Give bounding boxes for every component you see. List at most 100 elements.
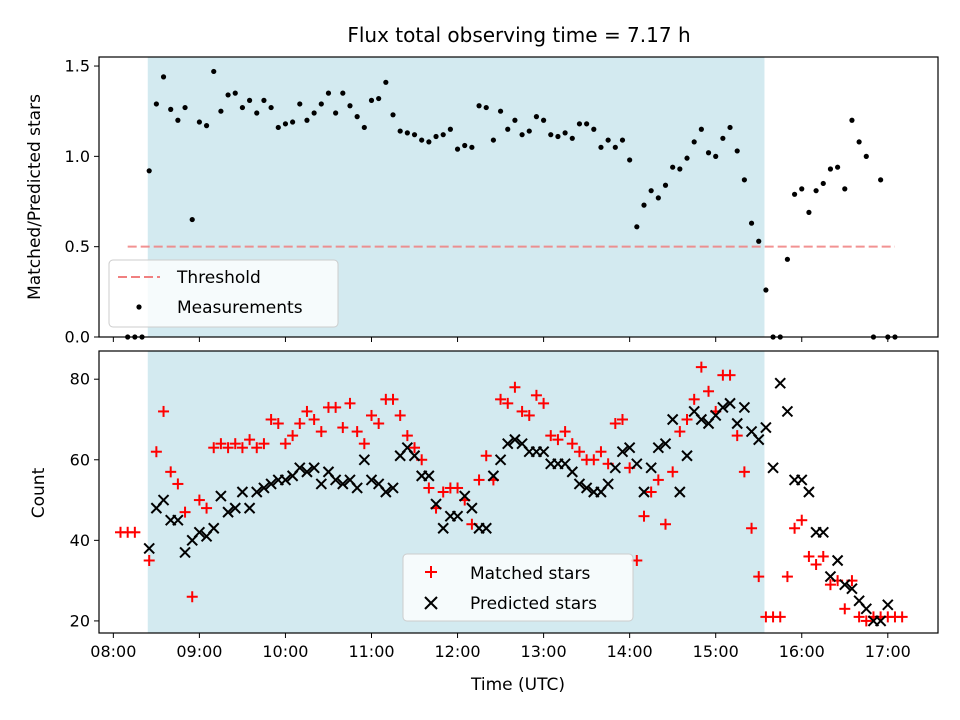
measurement-point [383, 79, 389, 85]
x-tick-label: 14:00 [607, 642, 653, 661]
matched-stars-point [774, 611, 786, 623]
matched-stars-point [150, 446, 162, 458]
matched-stars-point [186, 591, 198, 603]
matched-stars-point [158, 405, 170, 417]
measurement-point [670, 164, 676, 170]
matched-stars-point [523, 409, 535, 421]
measurement-point [813, 188, 819, 194]
measurement-point [512, 117, 518, 123]
predicted-stars-point [308, 462, 320, 474]
predicted-stars-point [796, 474, 808, 486]
matched-stars-point [559, 426, 571, 438]
measurement-point [741, 177, 747, 183]
measurement-point [763, 287, 769, 293]
matched-stars-point [208, 442, 220, 454]
predicted-stars-point [480, 522, 492, 534]
ratio-y-tick-label: 1.0 [65, 147, 90, 166]
predicted-stars-point [351, 482, 363, 494]
measurement-point [325, 90, 332, 96]
chart-title: Flux total observing time = 7.17 h [347, 23, 690, 47]
measurement-point [863, 153, 869, 159]
matched-stars-point [287, 430, 299, 442]
matched-stars-point [545, 430, 557, 442]
count-y-axis-label: Count [29, 467, 49, 518]
predicted-stars-point [631, 458, 643, 470]
measurement-point [318, 101, 324, 107]
predicted-stars-point [817, 526, 829, 538]
ratio-y-tick-label: 0.0 [65, 328, 90, 347]
measurement-point [419, 137, 425, 143]
predicted-stars-point [358, 454, 371, 466]
predicted-stars-point [229, 502, 241, 514]
predicted-stars-point [157, 494, 170, 506]
ratio-y-axis-label: Matched/Predicted stars [25, 94, 45, 300]
matched-stars-point [344, 397, 356, 409]
ratio-panel: 0.0 0.5 1.0 1.5 Matched/Predicted stars Thr… [25, 56, 939, 347]
x-tick-label: 08:00 [90, 642, 136, 661]
count-legend-box [402, 553, 634, 622]
matched-stars-point [839, 603, 851, 615]
measurement-point [705, 150, 712, 156]
measurement-point [354, 114, 360, 120]
measurement-point [584, 121, 590, 127]
measurement-point [677, 166, 683, 172]
count-panel-frame [98, 350, 939, 634]
matched-stars-point [573, 446, 585, 458]
measurement-point [347, 103, 353, 109]
measurement-point [196, 119, 202, 125]
predicted-stars-point [215, 490, 227, 502]
matched-stars-point [215, 438, 227, 450]
predicted-stars-point [143, 542, 155, 555]
matched-stars-point [695, 361, 707, 373]
matched-stars-point [452, 482, 464, 494]
measurement-point [698, 126, 704, 132]
predicted-stars-point [602, 478, 614, 490]
measurement-point [569, 135, 575, 141]
measurement-point [189, 216, 195, 223]
predicted-stars-point [172, 514, 184, 526]
predicted-stars-point [265, 478, 277, 490]
predicted-stars-point [329, 474, 342, 486]
measurement-point [440, 132, 446, 138]
predicted-stars-point [724, 397, 736, 410]
matched-stars-point [681, 413, 693, 425]
x-tick-label: 17:00 [865, 642, 911, 661]
matched-stars-point [473, 474, 485, 486]
predicted-stars-point [279, 474, 292, 486]
measurement-point [627, 157, 633, 163]
measurement-point [290, 119, 296, 125]
measurement-point [591, 126, 597, 132]
predicted-stars-point [874, 615, 887, 627]
measurement-point [505, 126, 511, 132]
predicted-stars-point [459, 490, 471, 502]
measurement-point [684, 155, 690, 161]
matched-stars-point [244, 434, 256, 446]
matched-stars-point [409, 442, 421, 454]
predicted-legend-marker [424, 596, 438, 610]
matched-stars-point [394, 409, 406, 421]
matched-stars-point [179, 506, 191, 518]
predicted-stars-point [537, 446, 550, 458]
predicted-stars-point [674, 486, 686, 498]
measurement-point [340, 90, 346, 96]
predicted-stars-point [638, 486, 650, 498]
measurement-point [311, 110, 317, 116]
measurement-point [462, 142, 468, 149]
measurement-point [160, 74, 167, 80]
matched-stars-point [688, 393, 700, 405]
matched-stars-point [172, 478, 184, 490]
matched-stars-point [824, 579, 836, 591]
measurement-point [519, 132, 525, 138]
predicted-stars-point [573, 478, 586, 490]
measurement-point [433, 133, 439, 140]
measurement-point [605, 137, 611, 143]
x-tick-label: 11:00 [348, 642, 394, 661]
matched-stars-point [724, 369, 736, 381]
matched-stars-point [358, 438, 370, 450]
matched-stars-point [337, 422, 349, 434]
predicted-stars-point [222, 506, 234, 518]
matched-legend-marker [425, 566, 437, 578]
measurement-point [641, 202, 647, 208]
measurement-point [225, 92, 231, 98]
matched-stars-point [609, 418, 621, 430]
